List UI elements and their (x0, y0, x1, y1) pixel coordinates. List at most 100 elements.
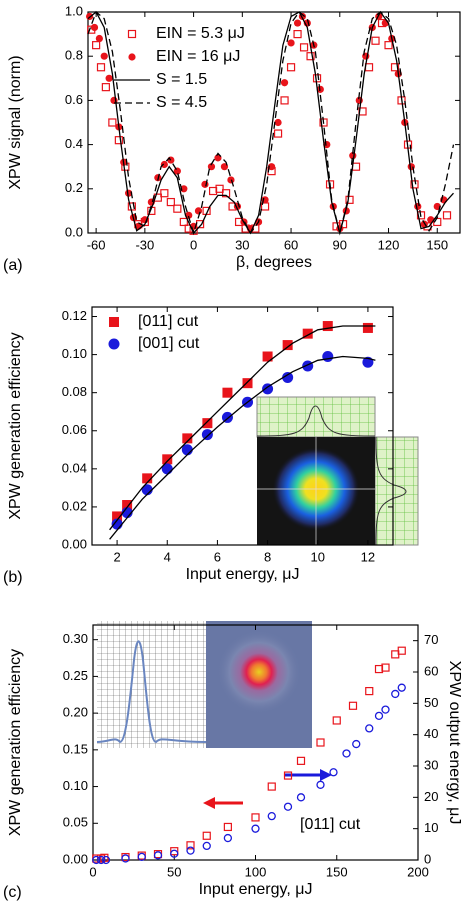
y-tick-label: 0.8 (65, 48, 83, 63)
square-marker (186, 841, 195, 850)
circle-marker (92, 855, 101, 865)
square-marker (223, 822, 232, 832)
fit-line (109, 325, 376, 531)
square-marker (283, 771, 293, 780)
inset-c (96, 621, 312, 748)
circle-marker (381, 705, 390, 714)
y-tick-label: 0.4 (65, 136, 83, 151)
circle-marker (86, 12, 94, 21)
y-tick-label: 0.20 (63, 705, 88, 720)
y-axis-title: XPW generation efficiency (7, 332, 24, 519)
square-marker (442, 211, 452, 220)
y-tick-label: 0.0 (65, 224, 83, 239)
x-tick-label: 60 (284, 237, 298, 252)
square-marker (114, 136, 123, 145)
circle-marker (274, 118, 282, 127)
square-marker (293, 30, 302, 39)
legend-swatch (128, 53, 136, 61)
square-marker (153, 193, 162, 202)
square-marker (251, 813, 260, 822)
circle-marker (329, 768, 338, 777)
arrows (203, 769, 332, 809)
circle-marker (201, 180, 209, 188)
square-marker (179, 217, 188, 227)
square-marker (364, 63, 374, 72)
circle-marker (283, 802, 293, 811)
circle-marker (96, 855, 106, 865)
square-marker (182, 433, 193, 444)
legend-entry: EIN = 5.3 μJ (127, 25, 245, 42)
y-tick-label: 0.04 (62, 460, 87, 475)
circle-marker (251, 824, 260, 833)
x-axis-title: Input energy, μJ (186, 566, 300, 583)
y-tick-label: 0.02 (62, 498, 87, 513)
circle-marker (414, 202, 422, 211)
square-marker (160, 189, 169, 198)
legend-entry: S = 4.5 (114, 94, 207, 111)
circle-marker (160, 160, 168, 169)
circle-marker (202, 841, 211, 851)
legend-label: S = 4.5 (156, 94, 207, 111)
fit-line (87, 10, 454, 236)
circle-marker (365, 724, 374, 733)
circle-marker (90, 23, 99, 32)
square-marker (416, 211, 426, 220)
square-marker (280, 96, 289, 105)
square-marker (262, 351, 273, 362)
inset-profile (374, 436, 419, 546)
x-tick-label: 50 (167, 864, 181, 879)
square-marker (332, 716, 341, 725)
square-marker (316, 738, 325, 747)
x-tick-label: 0 (89, 864, 96, 879)
y2-tick-label: 30 (424, 757, 438, 772)
y-axis-title: XPW generation efficiency (7, 649, 24, 836)
y2-tick-label: 20 (424, 789, 438, 804)
legend-swatch (109, 317, 119, 327)
chart-panel: 2 4 6 8 10 12 0.00 0.02 0.04 0.06 0.08 0.10 0.12 Inpu… (3, 306, 394, 586)
y2-tick-label: 0 (424, 851, 431, 866)
square-marker (302, 328, 313, 339)
square-marker (242, 378, 253, 389)
y-tick-label: 0.00 (62, 536, 87, 551)
square-marker (96, 63, 106, 72)
x-axis-title: β, degrees (236, 254, 312, 271)
circle-marker (153, 851, 163, 860)
circle-marker (194, 207, 203, 215)
crosshair (257, 437, 375, 545)
y-tick-label: 0.06 (62, 422, 87, 437)
y2-tick-label: 50 (424, 695, 438, 710)
circle-marker (95, 34, 103, 43)
square-marker (162, 454, 173, 465)
y-tick-label: 0.2 (65, 180, 83, 195)
square-marker (371, 36, 380, 45)
inset-curve (256, 405, 376, 437)
square-marker (381, 663, 390, 672)
square-marker (312, 74, 322, 83)
circle-marker (170, 849, 179, 858)
circle-marker (391, 689, 400, 699)
square-marker (222, 387, 233, 398)
arrow-head (203, 797, 215, 809)
x-tick-label: 100 (245, 864, 267, 879)
y2-tick-label: 70 (424, 632, 438, 647)
beam-spot (217, 630, 301, 714)
square-marker (365, 686, 374, 696)
x-tick-label: -30 (135, 237, 154, 252)
y-axis-title: XPW signal (norm) (7, 55, 24, 189)
square-marker (101, 83, 110, 92)
square-marker (202, 831, 211, 840)
fit-line (109, 355, 376, 540)
x-axis-title: Input energy, μJ (199, 881, 313, 898)
annotation: [011] cut (300, 816, 361, 833)
square-marker (112, 511, 123, 522)
square-marker (166, 197, 175, 207)
square-marker (397, 646, 406, 655)
legend-label: [011] cut (138, 313, 199, 330)
circle-marker (100, 52, 108, 60)
square-marker (282, 340, 293, 351)
square-marker (299, 43, 309, 52)
x-tick-label: 4 (164, 549, 171, 564)
x-tick-label: 12 (361, 549, 375, 564)
x-tick-label: 6 (214, 549, 221, 564)
circle-marker (316, 780, 325, 789)
